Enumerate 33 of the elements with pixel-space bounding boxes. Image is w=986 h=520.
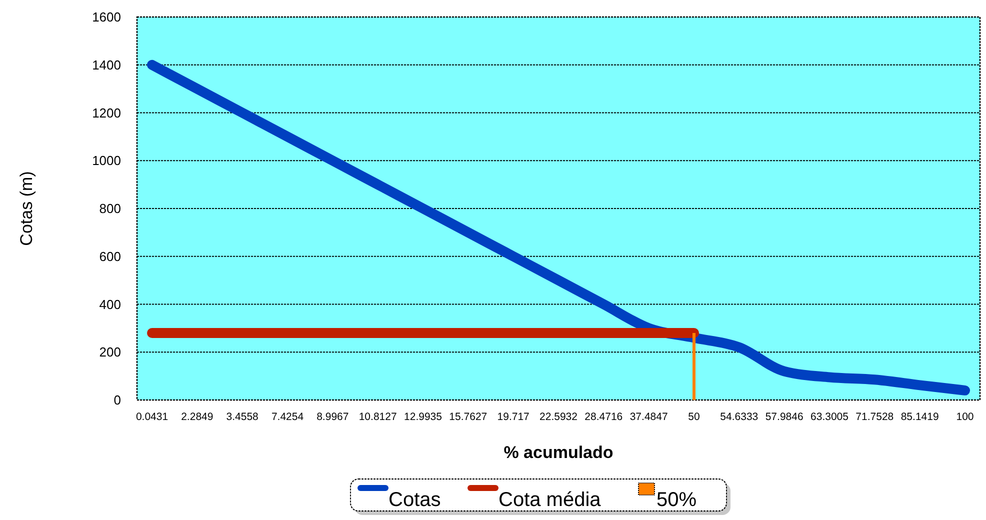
x-tick-label: 3.4558	[226, 411, 259, 423]
x-tick-label: 37.4847	[630, 411, 668, 423]
y-tick-label: 600	[99, 248, 121, 264]
x-tick-label: 19.717	[497, 411, 530, 423]
y-tick-label: 400	[99, 296, 121, 312]
x-axis-title: % acumulado	[504, 443, 614, 462]
y-tick-label: 1200	[92, 105, 121, 120]
x-tick-label: 22.5932	[540, 411, 578, 423]
legend-label: 50%	[656, 489, 697, 511]
x-tick-label: 100	[956, 411, 974, 423]
x-tick-label: 0.0431	[136, 411, 168, 423]
y-tick-label: 1600	[92, 10, 121, 25]
x-tick-label: 15.7627	[449, 411, 488, 423]
y-tick-label: 800	[99, 201, 121, 216]
y-axis-title: Cotas (m)	[17, 171, 36, 246]
x-tick-label: 54.6333	[720, 411, 758, 423]
legend-label: Cotas	[388, 489, 441, 511]
x-tick-label: 57.9846	[765, 411, 804, 423]
x-tick-label: 85.1419	[900, 411, 939, 423]
x-tick-label: 10.8127	[358, 411, 397, 423]
y-tick-label: 1400	[92, 57, 121, 72]
x-tick-label: 12.9935	[404, 411, 442, 423]
y-tick-label: 0	[114, 392, 121, 408]
legend-label: Cota média	[498, 489, 602, 511]
x-tick-label: 50	[688, 411, 700, 423]
x-tick-label: 2.2849	[181, 411, 214, 423]
x-tick-label: 28.4716	[584, 411, 623, 423]
y-tick-label: 1000	[92, 153, 121, 168]
x-tick-label: 63.3005	[810, 411, 849, 423]
y-tick-label: 200	[99, 344, 121, 360]
x-tick-label: 71.7528	[856, 411, 894, 423]
x-tick-label: 8.9967	[316, 411, 349, 423]
x-tick-label: 7.4254	[271, 411, 304, 423]
